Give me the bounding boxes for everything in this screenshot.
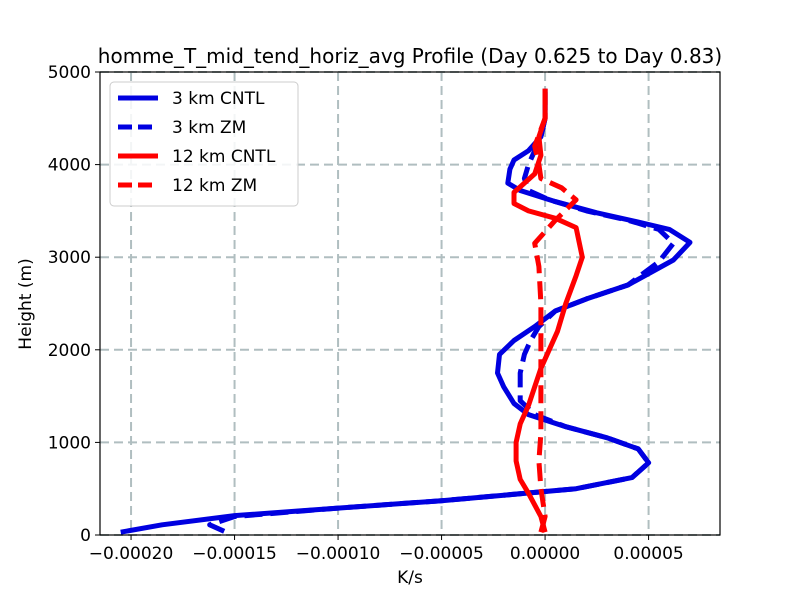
x-tick-label: −0.00010 [296,544,381,564]
series-lines [120,88,693,535]
x-tick-label: −0.00020 [89,544,174,564]
y-tick-label: 5000 [48,63,91,83]
series-line-2 [511,88,585,533]
y-tick-label: 0 [80,526,91,546]
legend-box [109,81,299,207]
x-tick-label: 0.00005 [613,544,683,564]
y-axis-ticks: 0 1000 2000 3000 4000 5000 [48,63,100,546]
y-tick-label: 1000 [48,433,91,453]
x-tick-label: 0.00000 [510,544,580,564]
chart-title: homme_T_mid_tend_horiz_avg Profile (Day … [98,44,722,68]
legend: 3 km CNTL 3 km ZM 12 km CNTL 12 km ZM [109,81,299,207]
legend-label-2: 12 km CNTL [172,147,276,167]
y-tick-label: 3000 [48,248,91,268]
x-axis-ticks: −0.00020 −0.00015 −0.00010 −0.00005 0.00000 0… [89,535,684,564]
y-tick-label: 4000 [48,156,91,176]
legend-label-3: 12 km ZM [172,176,257,196]
y-tick-label: 2000 [48,341,91,361]
x-tick-label: −0.00015 [192,544,277,564]
y-axis-title: Height (m) [16,258,36,349]
plot-frame [99,71,721,536]
legend-label-1: 3 km ZM [172,118,246,138]
legend-label-0: 3 km CNTL [172,89,265,109]
x-tick-label: −0.00005 [399,544,484,564]
series-line-3 [532,88,579,533]
x-axis-title: K/s [397,568,423,588]
